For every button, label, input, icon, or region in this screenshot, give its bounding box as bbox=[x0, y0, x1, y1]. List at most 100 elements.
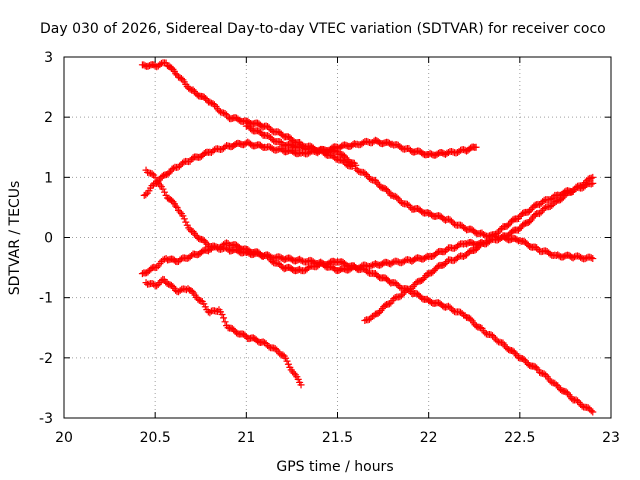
data-point bbox=[271, 345, 279, 353]
data-point bbox=[393, 280, 401, 288]
series-track-5 bbox=[142, 275, 305, 389]
data-point bbox=[361, 169, 369, 177]
data-point bbox=[467, 315, 475, 323]
data-point bbox=[397, 292, 405, 300]
data-point bbox=[581, 255, 589, 263]
data-point bbox=[156, 181, 164, 189]
data-point bbox=[548, 195, 556, 203]
data-point bbox=[396, 283, 404, 291]
data-point bbox=[586, 253, 594, 261]
data-point bbox=[180, 215, 188, 223]
data-point bbox=[589, 408, 597, 416]
data-point bbox=[536, 210, 544, 218]
x-tick-labels: 20 20.5 21 21.5 22 22.5 23 bbox=[55, 430, 620, 446]
data-point bbox=[587, 254, 595, 262]
data-point bbox=[284, 360, 292, 368]
y-tick-label: 3 bbox=[44, 50, 53, 66]
x-tick-label: 20 bbox=[55, 430, 73, 446]
data-point bbox=[587, 174, 595, 182]
data-point bbox=[510, 348, 518, 356]
data-point bbox=[376, 308, 384, 316]
data-point bbox=[148, 170, 156, 178]
data-point bbox=[142, 279, 150, 287]
data-point bbox=[197, 297, 205, 305]
y-tick-label: -3 bbox=[39, 411, 53, 427]
data-point bbox=[264, 252, 272, 260]
data-point bbox=[488, 332, 496, 340]
data-point bbox=[204, 308, 212, 316]
data-point bbox=[364, 268, 372, 276]
data-point bbox=[397, 144, 405, 152]
data-point bbox=[548, 378, 556, 386]
data-point bbox=[276, 253, 284, 261]
y-axis-label: SDTVAR / TECUs bbox=[7, 181, 23, 296]
data-point bbox=[172, 202, 180, 210]
y-tick-labels: 3 2 1 0 -1 -2 -3 bbox=[39, 50, 53, 427]
x-tick-label: 22 bbox=[420, 430, 438, 446]
data-point bbox=[548, 202, 556, 210]
data-point bbox=[393, 257, 401, 265]
data-point bbox=[355, 168, 363, 176]
data-point bbox=[276, 350, 284, 358]
data-point bbox=[446, 216, 454, 224]
data-point bbox=[175, 162, 183, 170]
series-track-3 bbox=[142, 166, 597, 275]
data-point bbox=[153, 263, 161, 271]
data-point bbox=[179, 212, 187, 220]
data-point bbox=[221, 318, 229, 326]
data-point bbox=[341, 152, 349, 160]
series-track-7 bbox=[352, 164, 597, 263]
data-point bbox=[268, 127, 276, 135]
data-point bbox=[443, 149, 451, 157]
data-point bbox=[268, 258, 276, 266]
data-point bbox=[154, 179, 162, 187]
x-tick-label: 22.5 bbox=[504, 430, 535, 446]
x-tick-label: 20.5 bbox=[140, 430, 171, 446]
data-point bbox=[574, 397, 582, 405]
y-tick-label: -1 bbox=[39, 291, 53, 307]
data-point bbox=[265, 132, 273, 140]
data-point bbox=[446, 303, 454, 311]
data-point bbox=[449, 307, 457, 315]
data-point bbox=[217, 108, 225, 116]
series-track-4 bbox=[138, 239, 597, 416]
y-tick-label: -2 bbox=[39, 351, 53, 367]
data-point bbox=[169, 164, 177, 172]
data-point bbox=[206, 98, 214, 106]
data-point bbox=[546, 250, 554, 258]
data-point bbox=[367, 262, 375, 270]
data-point bbox=[400, 257, 408, 265]
data-point bbox=[403, 200, 411, 208]
data-point bbox=[142, 191, 150, 199]
data-point bbox=[264, 123, 272, 131]
data-point bbox=[388, 191, 396, 199]
plot-area bbox=[138, 59, 597, 416]
chart-title: Day 030 of 2026, Sidereal Day-to-day VTE… bbox=[40, 21, 606, 37]
data-point bbox=[537, 199, 545, 207]
data-point bbox=[268, 145, 276, 153]
data-point bbox=[200, 237, 208, 245]
data-point bbox=[397, 198, 405, 206]
data-point bbox=[173, 203, 181, 211]
y-tick-label: 1 bbox=[44, 170, 53, 186]
data-point bbox=[564, 389, 572, 397]
data-point bbox=[526, 218, 534, 226]
data-point bbox=[297, 256, 305, 264]
data-point bbox=[221, 110, 229, 118]
data-point bbox=[587, 180, 595, 188]
data-point bbox=[283, 357, 291, 365]
data-point bbox=[481, 239, 489, 247]
data-point bbox=[267, 134, 275, 142]
data-point bbox=[188, 287, 196, 295]
data-point bbox=[218, 311, 226, 319]
data-point bbox=[364, 138, 372, 146]
data-point bbox=[472, 143, 480, 151]
data-point bbox=[493, 337, 501, 345]
data-point bbox=[589, 179, 597, 187]
series-track-6 bbox=[242, 122, 597, 325]
data-point bbox=[402, 287, 410, 295]
data-point bbox=[365, 315, 373, 323]
data-point bbox=[540, 204, 548, 212]
data-point bbox=[220, 314, 228, 322]
